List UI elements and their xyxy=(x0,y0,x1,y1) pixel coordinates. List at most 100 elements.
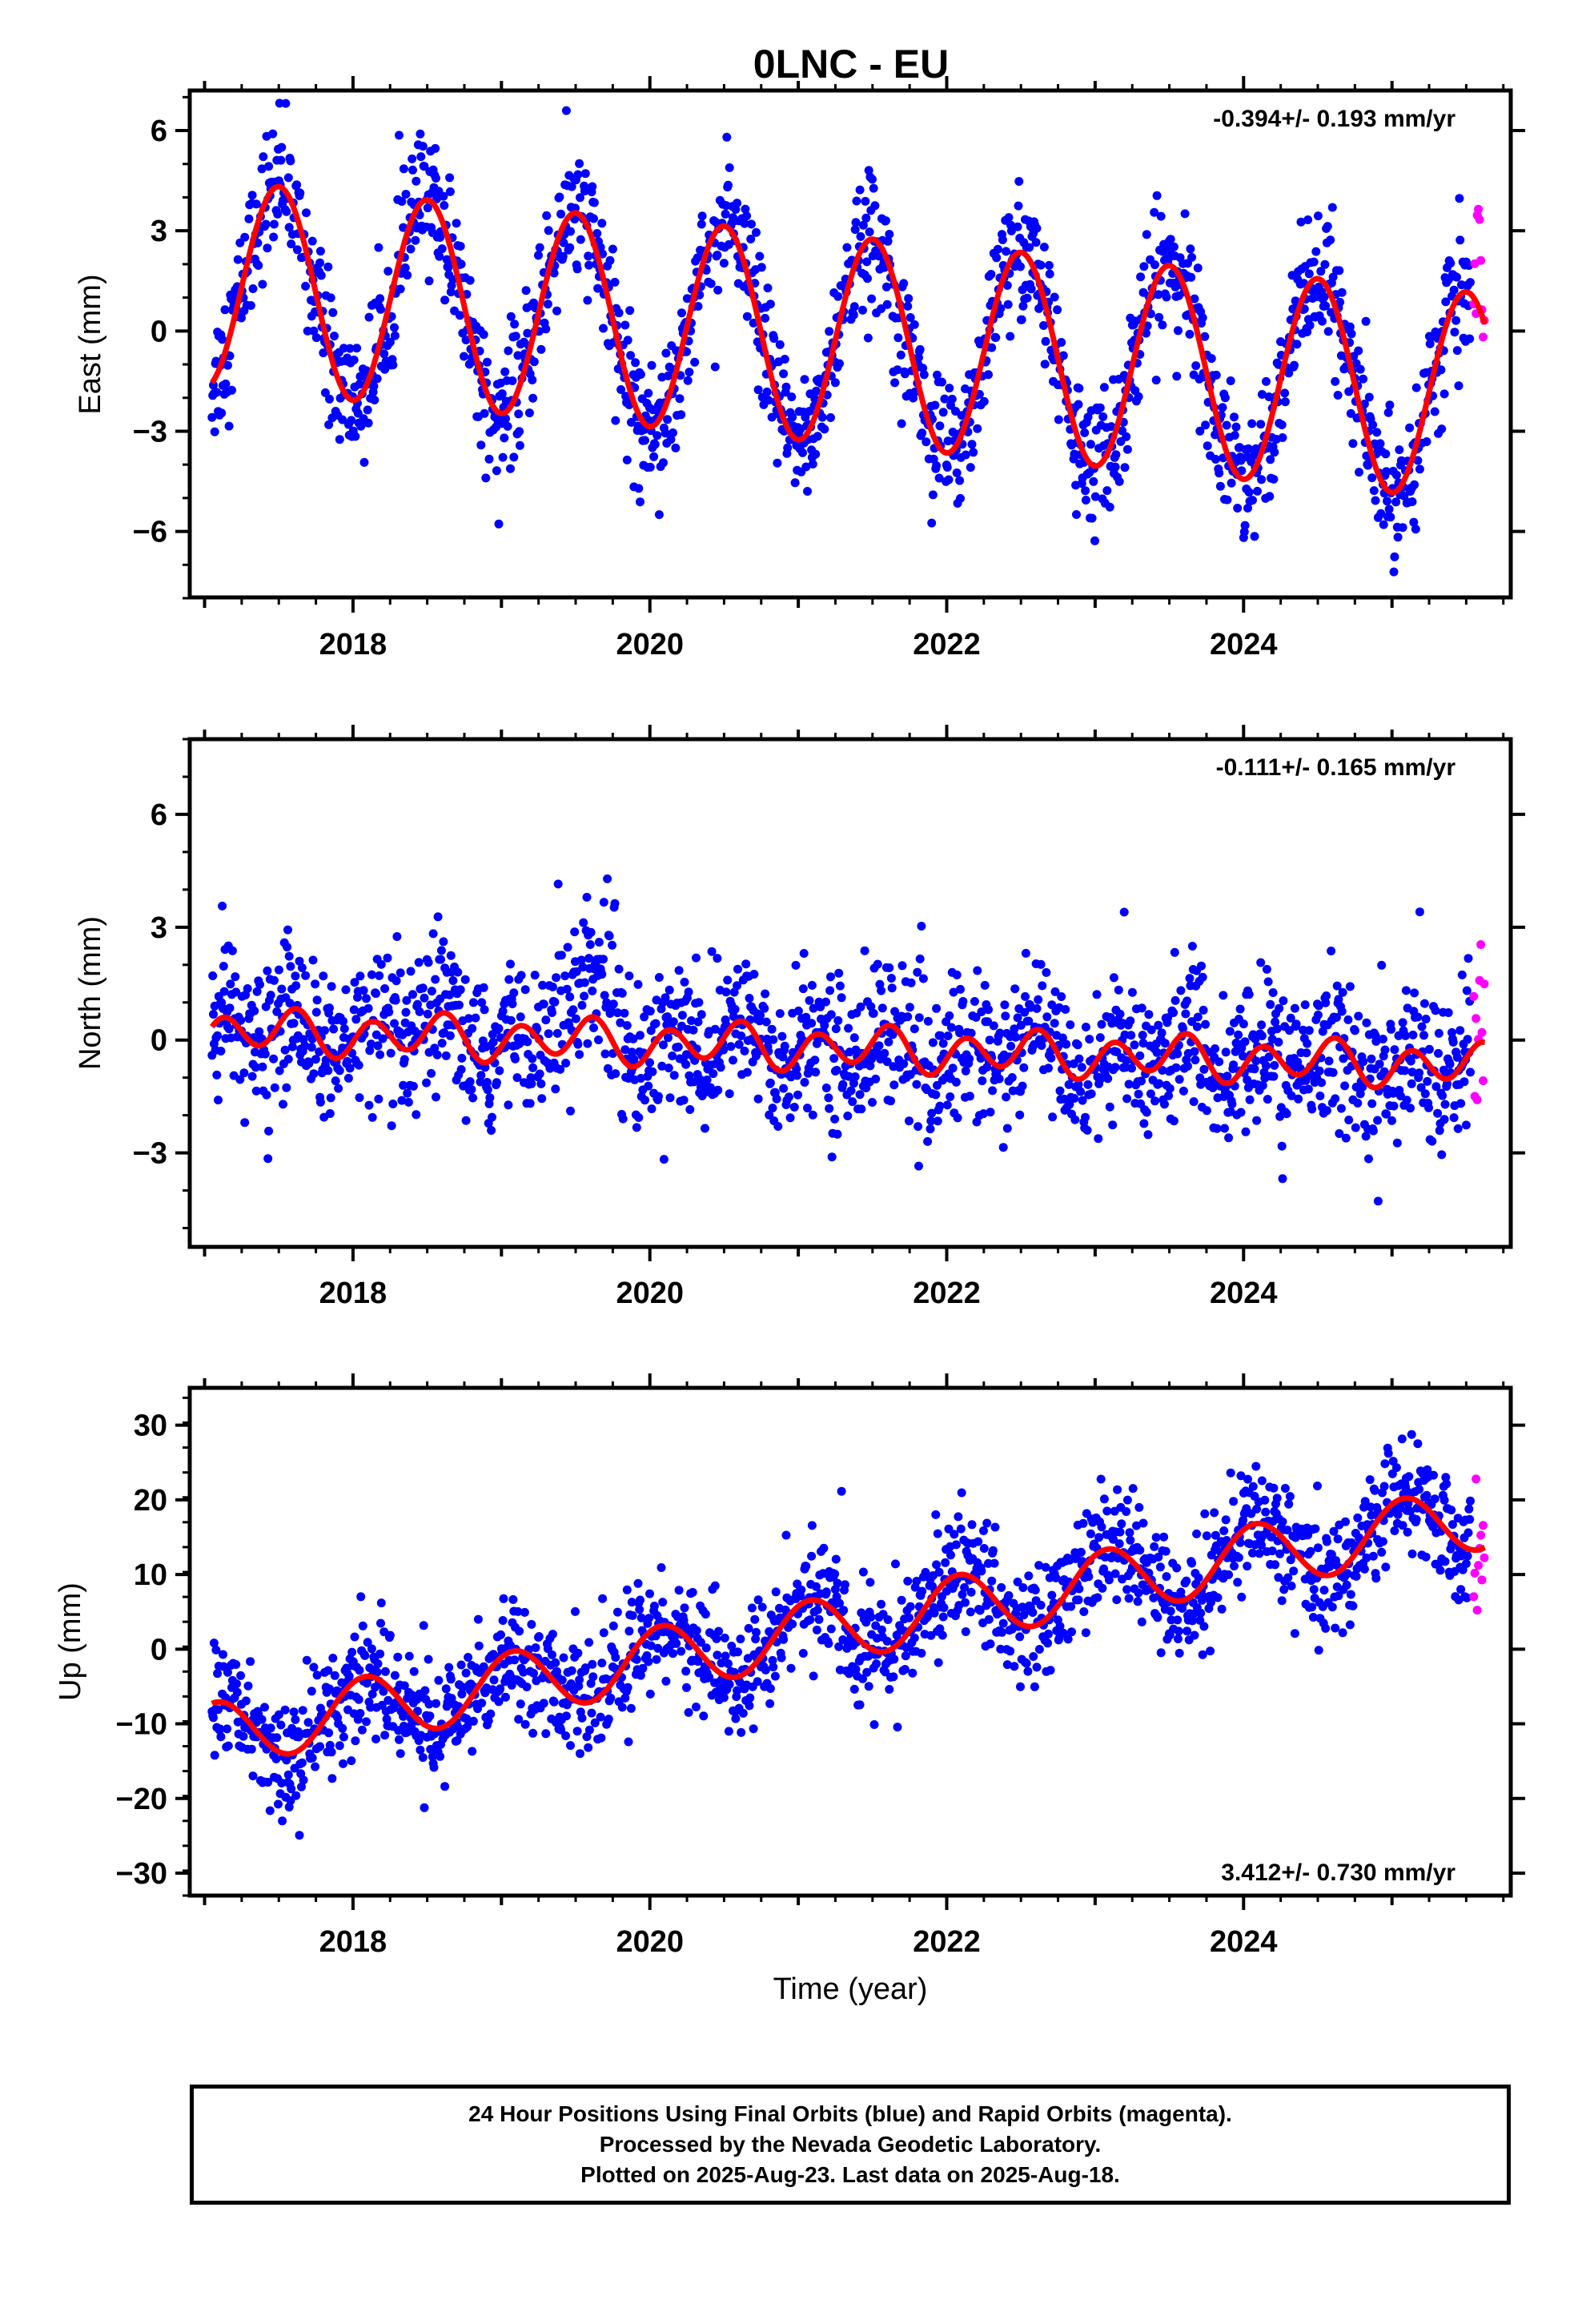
up-final-point xyxy=(1004,1590,1014,1600)
east-final-point xyxy=(605,255,615,265)
north-final-point xyxy=(1373,1196,1383,1206)
north-final-point xyxy=(446,951,456,960)
east-final-point xyxy=(1041,336,1050,346)
up-final-point xyxy=(539,1699,548,1708)
east-final-point xyxy=(1372,428,1382,437)
east-final-point xyxy=(359,457,369,467)
up-final-point xyxy=(997,1582,1006,1592)
east-final-point xyxy=(1323,222,1332,231)
up-final-point xyxy=(611,1653,620,1663)
east-final-point xyxy=(690,357,700,367)
up-final-point xyxy=(1030,1682,1039,1691)
up-final-point xyxy=(302,1655,311,1665)
north-final-point xyxy=(912,1080,921,1089)
up-final-point xyxy=(833,1578,842,1588)
north-final-point xyxy=(1176,986,1186,995)
east-final-point xyxy=(1095,403,1105,412)
north-final-point xyxy=(1263,1095,1272,1104)
north-final-point xyxy=(768,1104,777,1113)
north-final-point xyxy=(1317,1078,1327,1088)
east-final-point xyxy=(247,191,257,200)
north-final-point xyxy=(869,1009,878,1018)
up-final-point xyxy=(1122,1507,1131,1516)
east-final-point xyxy=(509,452,519,462)
east-final-point xyxy=(1156,211,1166,221)
east-final-point xyxy=(1003,300,1013,309)
north-final-point xyxy=(392,932,402,941)
north-final-point xyxy=(1315,1066,1324,1076)
up-final-point xyxy=(966,1587,976,1597)
north-final-point xyxy=(274,965,283,975)
east-final-point xyxy=(220,305,230,315)
north-final-point xyxy=(1300,1000,1310,1010)
up-final-point xyxy=(354,1695,363,1704)
north-final-point xyxy=(1402,1096,1411,1105)
up-final-point xyxy=(390,1671,400,1680)
east-final-point xyxy=(813,432,822,441)
north-final-point xyxy=(1434,1028,1443,1038)
up-final-point xyxy=(1134,1502,1144,1512)
north-final-point xyxy=(833,1129,842,1139)
north-final-point xyxy=(1303,1039,1312,1048)
north-final-point xyxy=(877,1003,887,1013)
up-final-point xyxy=(577,1713,587,1723)
north-final-point xyxy=(1032,1003,1042,1013)
east-final-point xyxy=(338,415,347,424)
north-final-point xyxy=(1460,1077,1469,1087)
north-final-point xyxy=(1042,1012,1052,1022)
north-final-point xyxy=(585,940,595,949)
north-final-point xyxy=(654,1092,663,1101)
east-final-point xyxy=(752,227,761,237)
east-final-point xyxy=(677,410,686,420)
up-final-point xyxy=(328,1654,338,1663)
east-final-point xyxy=(1230,412,1239,422)
east-final-point xyxy=(506,464,515,473)
east-final-point xyxy=(640,436,649,445)
east-final-point xyxy=(411,235,420,245)
east-final-point xyxy=(623,336,632,345)
north-final-point xyxy=(830,1114,840,1124)
east-rate-label: -0.394+/- 0.193 mm/yr xyxy=(1213,106,1456,132)
up-final-point xyxy=(477,1699,487,1708)
north-final-point xyxy=(483,1078,492,1087)
up-final-point xyxy=(824,1638,833,1648)
east-final-point xyxy=(763,283,773,293)
up-final-point xyxy=(416,1745,425,1755)
east-final-point xyxy=(1207,354,1216,364)
east-final-point xyxy=(864,166,873,175)
north-rate-label: -0.111+/- 0.165 mm/yr xyxy=(1216,754,1456,781)
east-final-point xyxy=(1172,372,1182,381)
up-final-point xyxy=(551,1658,560,1667)
east-final-point xyxy=(408,165,417,175)
up-final-point xyxy=(623,1683,632,1692)
north-final-point xyxy=(467,1085,476,1094)
east-final-point xyxy=(825,327,834,336)
east-final-point xyxy=(790,478,800,488)
north-final-point xyxy=(938,1039,948,1048)
east-final-point xyxy=(1422,437,1431,446)
north-final-point xyxy=(1160,1100,1169,1109)
up-final-point xyxy=(798,1649,808,1658)
east-final-point xyxy=(1381,449,1391,459)
up-final-point xyxy=(527,1619,536,1629)
north-final-point xyxy=(692,953,701,963)
east-final-point xyxy=(1058,351,1068,360)
east-final-point xyxy=(867,294,877,304)
north-final-point xyxy=(807,1019,817,1028)
east-final-point xyxy=(1326,235,1335,245)
up-final-point xyxy=(339,1732,348,1742)
north-final-point xyxy=(560,971,570,981)
east-final-point xyxy=(1040,360,1050,369)
up-final-point xyxy=(652,1655,661,1664)
up-final-point xyxy=(745,1693,755,1703)
east-final-point xyxy=(1367,473,1377,483)
up-final-point xyxy=(712,1634,721,1643)
north-final-point xyxy=(1055,1086,1065,1096)
up-final-point xyxy=(644,1657,653,1667)
up-final-point xyxy=(645,1589,654,1598)
north-final-point xyxy=(634,1113,644,1122)
up-final-point xyxy=(573,1648,583,1658)
up-final-point xyxy=(801,1562,811,1571)
north-final-point xyxy=(1400,1066,1410,1076)
up-final-point xyxy=(1098,1583,1107,1593)
